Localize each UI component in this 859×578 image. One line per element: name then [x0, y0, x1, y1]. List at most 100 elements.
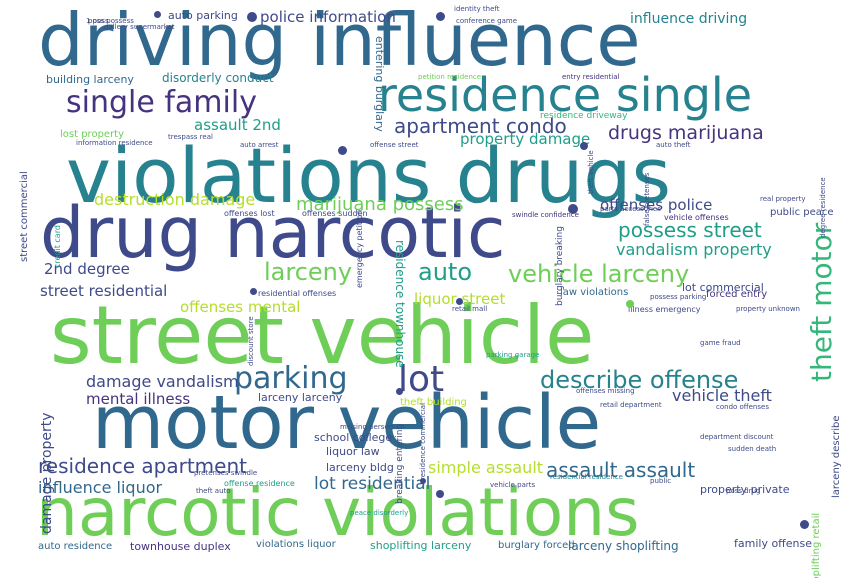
cloud-word: lot residential — [314, 474, 431, 494]
cloud-word: game fraud — [700, 339, 741, 347]
cloud-word: vehicle parts — [490, 481, 536, 489]
cloud-word: residence single — [378, 68, 752, 122]
cloud-word: offenses sudden — [302, 209, 368, 218]
cloud-word: disorderly conduct — [162, 71, 274, 85]
cloud-word: offenses mental — [180, 298, 301, 316]
cloud-word: gallery supermarket — [104, 23, 175, 31]
cloud-word: townhouse duplex — [130, 540, 231, 553]
cloud-word: conference game — [456, 17, 518, 25]
cloud-word: drugs marijuana — [608, 122, 764, 144]
cloud-word: destruction damage — [94, 190, 256, 209]
cloud-word: violations liquor — [256, 539, 336, 550]
dot-glyph — [396, 388, 403, 395]
cloud-word: petition residence — [418, 73, 482, 81]
cloud-word: offenses missing — [576, 387, 635, 395]
cloud-word: trespass real — [168, 133, 213, 141]
cloud-word: sudden death — [728, 445, 777, 453]
cloud-word: apartment condo — [394, 114, 567, 138]
cloud-word: damage property — [39, 412, 55, 534]
dot-glyph — [154, 11, 161, 18]
cloud-word: property private — [700, 483, 790, 496]
cloud-word: larceny — [264, 258, 353, 286]
cloud-word: auto arrest — [240, 141, 279, 149]
cloud-word: offenses police — [600, 196, 713, 214]
cloud-word: street commercial — [19, 171, 30, 262]
cloud-word: larceny bldg — [326, 461, 394, 474]
cloud-word: degree residence — [819, 177, 827, 238]
cloud-word: public — [650, 477, 672, 485]
cloud-word: parts accessories — [600, 205, 661, 213]
dot-glyph — [626, 300, 634, 308]
cloud-word: poss drug — [726, 487, 761, 495]
cloud-word: department discount — [700, 433, 774, 441]
dot-glyph — [568, 204, 578, 214]
cloud-word: parking — [234, 361, 348, 396]
cloud-word: information residence — [76, 139, 153, 147]
cloud-word: property damage — [460, 130, 591, 148]
cloud-word: theft building — [400, 397, 467, 408]
cloud-word: condo offenses — [716, 403, 769, 411]
cloud-word: mental illness — [86, 390, 191, 408]
cloud-word: 1 poss — [86, 17, 109, 25]
cloud-word: school college — [314, 431, 393, 444]
dot-glyph — [456, 298, 463, 305]
cloud-word: missing person — [340, 423, 394, 431]
cloud-word: simple assault — [428, 458, 544, 477]
cloud-word: residential offenses — [258, 289, 337, 298]
cloud-word: auto — [418, 258, 473, 286]
dot-glyph — [800, 520, 809, 529]
dot-glyph — [436, 12, 445, 21]
cloud-word: vehicle larceny — [508, 260, 690, 288]
cloud-word: residence driveway — [540, 111, 628, 121]
cloud-word: discount store — [247, 316, 255, 366]
cloud-word: offense street — [370, 141, 419, 149]
cloud-word: residential residence — [550, 473, 623, 481]
cloud-word: offense residence — [224, 479, 295, 488]
cloud-word: motor vehicle — [92, 380, 602, 466]
cloud-word: identity theft — [454, 5, 500, 13]
cloud-word: forced entry — [706, 289, 768, 300]
cloud-word: real property — [760, 195, 806, 203]
cloud-word: parking garage — [486, 351, 540, 359]
cloud-word: assault assault — [546, 458, 696, 482]
cloud-word: burglary breaking — [555, 226, 565, 306]
cloud-word: street vehicle — [50, 289, 595, 382]
cloud-word: credit card — [53, 225, 62, 268]
cloud-word: influence liquor — [38, 478, 163, 497]
cloud-word: marijuana possess — [296, 194, 464, 215]
cloud-word: retail mall — [452, 305, 488, 313]
cloud-word: shoplifting larceny — [370, 539, 472, 552]
cloud-word: vehicle theft — [672, 386, 772, 405]
cloud-word: auto residence — [38, 541, 113, 552]
cloud-word: shoplifting retail — [811, 512, 822, 578]
cloud-word: building larceny — [46, 73, 134, 86]
cloud-word: auto theft — [656, 141, 691, 149]
cloud-word: offenses lost — [224, 209, 275, 218]
cloud-word: entering burglary — [373, 36, 386, 132]
cloud-word: street residential — [40, 282, 168, 300]
cloud-word: law violations — [560, 287, 629, 298]
cloud-word: drug narcotic — [40, 192, 506, 274]
cloud-word: residence commercial — [419, 402, 427, 480]
dot-glyph — [338, 146, 347, 155]
cloud-word: larceny larceny — [258, 391, 343, 404]
cloud-word: describe offense — [540, 366, 739, 394]
cloud-word: residence townhouse — [393, 240, 407, 368]
cloud-word: illness emergency — [628, 305, 701, 314]
cloud-word: emergency petition — [355, 209, 364, 288]
cloud-word: false pretenses — [643, 172, 651, 226]
cloud-word: narcotic violations — [36, 474, 640, 551]
cloud-word: poss possess — [88, 17, 134, 25]
cloud-word: larceny shoplifting — [568, 539, 679, 553]
dot-glyph — [580, 142, 588, 150]
cloud-word: peace disorderly — [350, 509, 409, 517]
cloud-word: family offense — [734, 537, 812, 550]
cloud-word: influence driving — [630, 11, 748, 27]
dot-glyph — [420, 478, 426, 484]
cloud-word: residence apartment — [38, 454, 247, 478]
cloud-word: burglary forced — [498, 540, 575, 551]
cloud-word: swindle confidence — [512, 211, 579, 219]
cloud-word: entry residential — [562, 73, 620, 81]
cloud-word: damage vandalism — [86, 372, 239, 391]
cloud-word: single family — [66, 85, 257, 120]
